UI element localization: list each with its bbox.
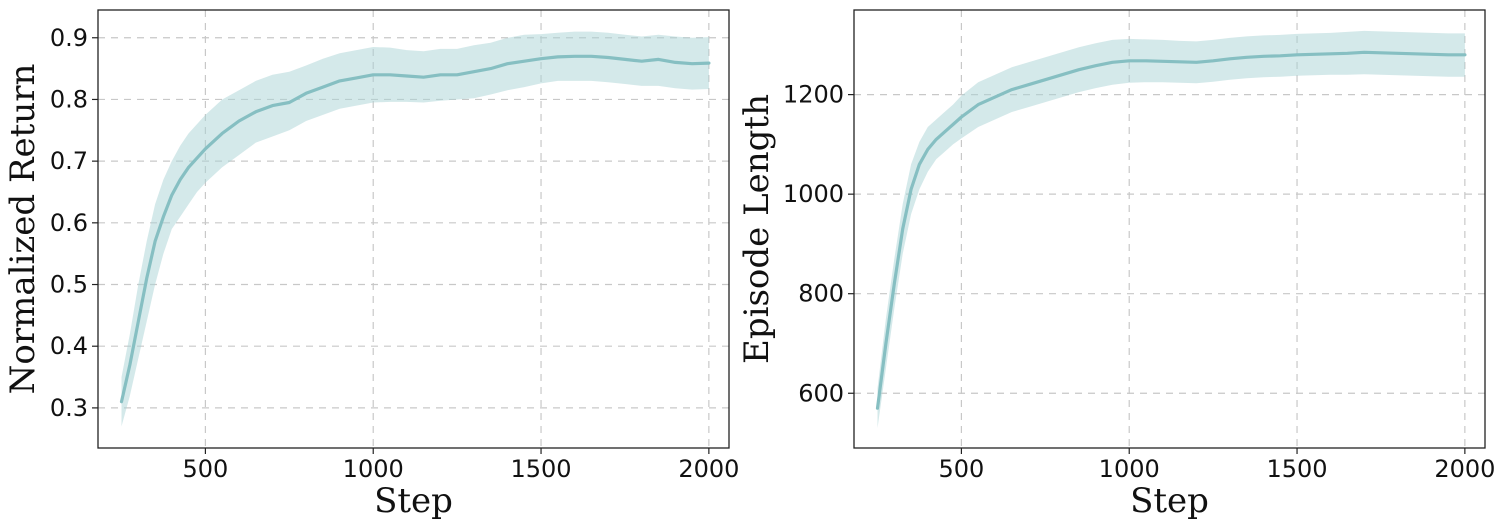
mean-line <box>875 50 1467 410</box>
x-tick-label: 2000 <box>1434 455 1495 483</box>
x-tick-label: 1500 <box>511 455 572 483</box>
chart-panel-episode-length: 500 1000 1500 2000 600 800 1000 1200 Step Episode… <box>737 9 1495 521</box>
y-tick-label: 0.7 <box>50 147 88 175</box>
y-tick-label: 0.5 <box>50 271 88 299</box>
x-tick-label: 2000 <box>678 455 739 483</box>
y-tick-label: 1000 <box>783 180 844 208</box>
plot-frame <box>97 9 730 449</box>
y-tick-label: 600 <box>798 379 844 407</box>
confidence-band <box>877 30 1465 429</box>
x-axis-title: Step <box>1130 481 1209 521</box>
y-tick-label: 0.9 <box>50 24 88 52</box>
y-axis-title: Normalized Return <box>3 64 43 395</box>
y-tick-label: 800 <box>798 280 844 308</box>
y-tick-label: 0.8 <box>50 85 88 113</box>
y-tick-label: 0.3 <box>50 394 88 422</box>
x-axis-title: Step <box>374 481 453 521</box>
y-tick-label: 1200 <box>783 81 844 109</box>
x-tick-label: 1500 <box>1267 455 1328 483</box>
y-tick-label: 0.4 <box>50 332 88 360</box>
mean-line <box>119 54 711 404</box>
x-tick-label: 1000 <box>343 455 404 483</box>
chart-panel-normalized-return: 500 1000 1500 2000 0.3 0.4 0.5 0.6 0.7 0.8 0.9 Step… <box>3 9 739 521</box>
x-tick-label: 500 <box>182 455 228 483</box>
x-tick-label: 1000 <box>1099 455 1160 483</box>
y-axis-title: Episode Length <box>737 94 777 364</box>
confidence-band <box>121 31 709 427</box>
x-tick-label: 500 <box>938 455 984 483</box>
plot-frame <box>853 9 1486 449</box>
y-tick-label: 0.6 <box>50 209 88 237</box>
